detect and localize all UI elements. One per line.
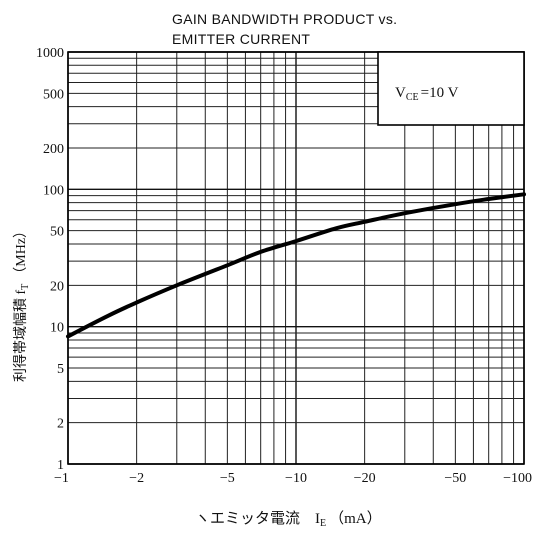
annotation-sub: CE [406, 92, 419, 103]
x-tick-label: −100 [503, 471, 532, 486]
x-tick-label: −5 [220, 471, 235, 486]
x-axis-label: ヽエミッタ電流 IE （mA） [195, 510, 382, 529]
y-tick-label: 500 [43, 87, 64, 102]
y-axis-label-sub: T [20, 284, 31, 290]
plot-frame [67, 51, 525, 465]
tick-labels: −1 −2 −5 −10 −20 −50 −100 1 2 5 10 20 50 100 200 500 100… [36, 46, 532, 486]
x-axis-label-main: ヽエミッタ電流 I [195, 510, 320, 527]
y-axis-label: 利得帯域幅積 fT （MHz） [12, 224, 31, 382]
y-tick-label: 5 [57, 362, 64, 377]
y-tick-label: 2 [57, 417, 64, 432]
x-tick-label: −1 [54, 471, 69, 486]
y-tick-label: 1 [57, 458, 64, 473]
x-axis-label-unit: （mA） [329, 510, 382, 527]
y-tick-label: 1000 [36, 46, 64, 61]
x-tick-label: −20 [354, 471, 376, 486]
y-tick-label: 50 [50, 225, 64, 240]
annotation-box: VCE =10 V [377, 51, 525, 126]
x-tick-label: −50 [444, 471, 466, 486]
chart-title-line2: EMITTER CURRENT [172, 31, 310, 47]
y-tick-label: 100 [43, 183, 64, 198]
x-tick-label: −10 [285, 471, 307, 486]
y-tick-label: 200 [43, 142, 64, 157]
x-axis-label-sub: E [320, 518, 326, 529]
svg-text:VCE=10 V: VCE =10 V [395, 85, 459, 103]
annotation-rest: =10 V [421, 85, 459, 101]
chart-title-line1: GAIN BANDWIDTH PRODUCT vs. [172, 11, 397, 27]
y-axis-label-unit: （MHz） [13, 224, 29, 281]
series-line [66, 192, 526, 339]
y-tick-label: 10 [50, 321, 64, 336]
x-tick-label: −2 [129, 471, 144, 486]
y-axis-label-main: 利得帯域幅積 f [12, 290, 29, 382]
annotation-main: V [395, 85, 406, 101]
y-tick-label: 20 [50, 279, 64, 294]
